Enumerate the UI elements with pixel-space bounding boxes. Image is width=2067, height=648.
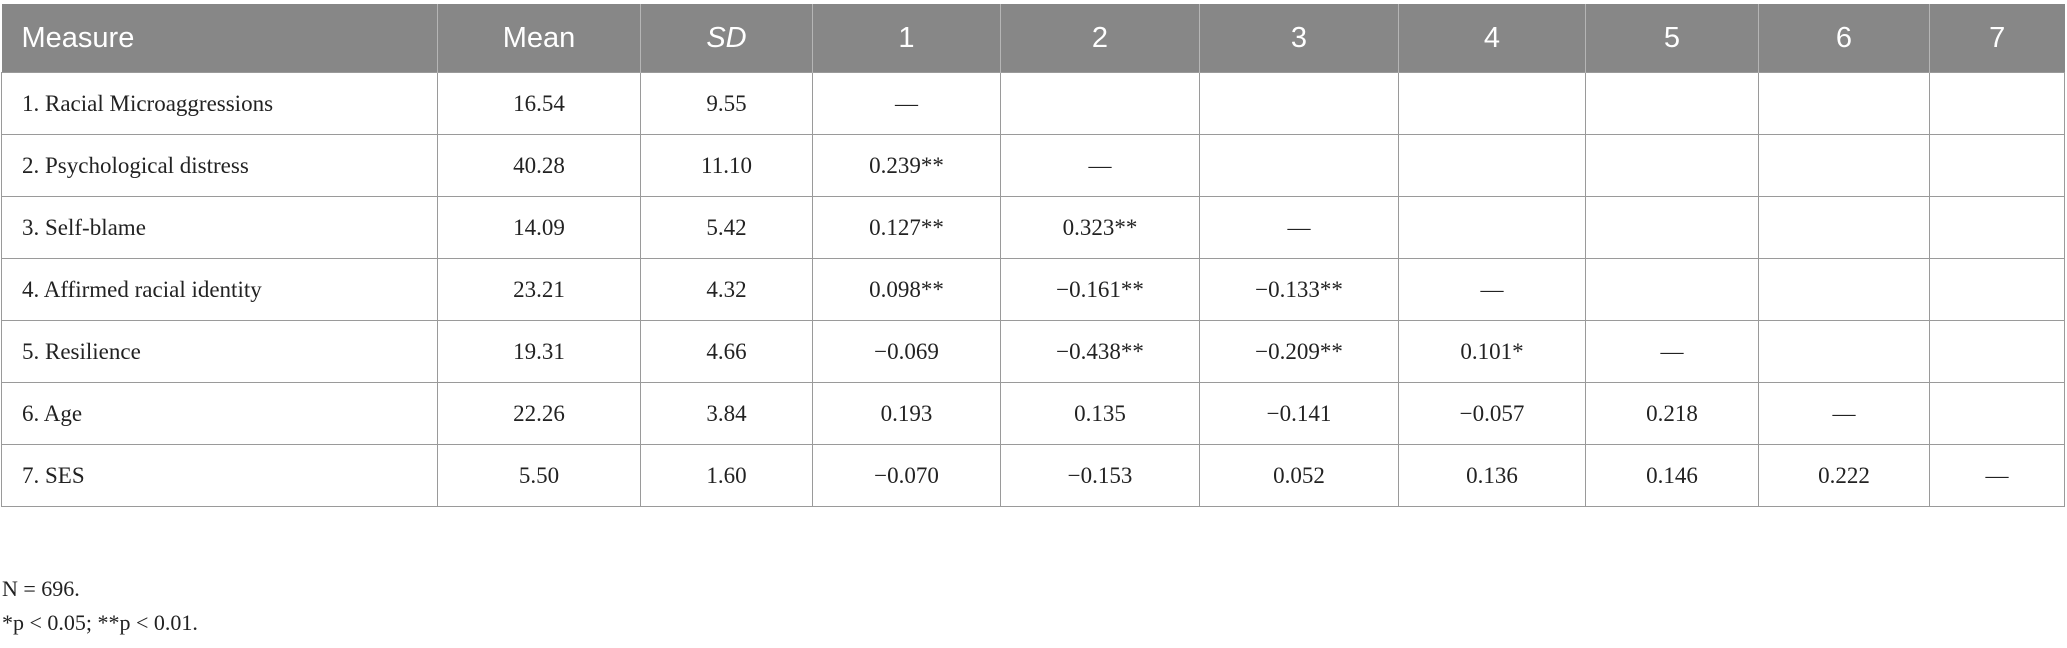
table-cell: −0.069 bbox=[812, 320, 1001, 383]
header-cell: 4 bbox=[1398, 4, 1586, 73]
correlation-table: Measure Mean SD 1 2 3 4 5 6 7 1. Racial Microaggr… bbox=[1, 4, 2065, 507]
header-cell: 7 bbox=[1929, 4, 2065, 73]
empty-cell bbox=[1585, 258, 1759, 321]
table-cell: −0.133** bbox=[1199, 258, 1399, 321]
table-cell: 6. Age bbox=[1, 382, 438, 445]
table-cell: 3.84 bbox=[640, 382, 813, 445]
table-cell: 11.10 bbox=[640, 134, 813, 197]
empty-cell bbox=[1929, 320, 2065, 383]
table-cell: 0.052 bbox=[1199, 444, 1399, 507]
table-cell: −0.141 bbox=[1199, 382, 1399, 445]
table-cell: 9.55 bbox=[640, 72, 813, 135]
table-cell: — bbox=[1585, 320, 1759, 383]
table-cell: — bbox=[1199, 196, 1399, 259]
table-cell: 0.239** bbox=[812, 134, 1001, 197]
table-row: 2. Psychological distress 40.28 11.10 0.239… bbox=[1, 134, 2065, 197]
empty-cell bbox=[1758, 320, 1930, 383]
notes: N = 696. *p < 0.05; **p < 0.01. bbox=[2, 572, 198, 640]
header-cell: Mean bbox=[437, 4, 641, 73]
empty-cell bbox=[1000, 72, 1200, 135]
table-cell: 0.136 bbox=[1398, 444, 1586, 507]
table-cell: 22.26 bbox=[437, 382, 641, 445]
table-cell: −0.070 bbox=[812, 444, 1001, 507]
table-body: 1. Racial Microaggressions 16.54 9.55—2. P… bbox=[1, 72, 2065, 507]
table-cell: 0.127** bbox=[812, 196, 1001, 259]
header-cell: 2 bbox=[1000, 4, 1200, 73]
table-cell: — bbox=[1000, 134, 1200, 197]
table-cell: — bbox=[812, 72, 1001, 135]
table-cell: −0.161** bbox=[1000, 258, 1200, 321]
empty-cell bbox=[1758, 72, 1930, 135]
table-cell: 0.222 bbox=[1758, 444, 1930, 507]
table-cell: 4.66 bbox=[640, 320, 813, 383]
table-row: 1. Racial Microaggressions 16.54 9.55— bbox=[1, 72, 2065, 135]
table-row: 6. Age 22.26 3.84 0.193 0.135 −0.141 −0.057 0.2… bbox=[1, 382, 2065, 445]
table-cell: 19.31 bbox=[437, 320, 641, 383]
empty-cell bbox=[1758, 258, 1930, 321]
table-cell: — bbox=[1398, 258, 1586, 321]
empty-cell bbox=[1758, 134, 1930, 197]
table-cell: 23.21 bbox=[437, 258, 641, 321]
empty-cell bbox=[1929, 382, 2065, 445]
empty-cell bbox=[1929, 258, 2065, 321]
table-cell: 0.098** bbox=[812, 258, 1001, 321]
empty-cell bbox=[1585, 196, 1759, 259]
note: N = 696. bbox=[2, 576, 80, 601]
empty-cell bbox=[1585, 134, 1759, 197]
empty-cell bbox=[1585, 72, 1759, 135]
table-cell: 1. Racial Microaggressions bbox=[1, 72, 438, 135]
empty-cell bbox=[1929, 72, 2065, 135]
header-cell: SD bbox=[640, 4, 813, 73]
table-cell: 0.146 bbox=[1585, 444, 1759, 507]
table-cell: 3. Self-blame bbox=[1, 196, 438, 259]
header-cell: Measure bbox=[1, 4, 438, 73]
empty-cell bbox=[1398, 196, 1586, 259]
header-cell: 6 bbox=[1758, 4, 1930, 73]
empty-cell bbox=[1199, 72, 1399, 135]
empty-cell bbox=[1398, 134, 1586, 197]
table-cell: 40.28 bbox=[437, 134, 641, 197]
table-cell: 0.193 bbox=[812, 382, 1001, 445]
empty-cell bbox=[1398, 72, 1586, 135]
table-cell: 2. Psychological distress bbox=[1, 134, 438, 197]
table-cell: 16.54 bbox=[437, 72, 641, 135]
table-cell: — bbox=[1758, 382, 1930, 445]
table-cell: 1.60 bbox=[640, 444, 813, 507]
table-cell: −0.438** bbox=[1000, 320, 1200, 383]
table-row: 7. SES 5.50 1.60 −0.070 −0.153 0.052 0.136 0.14… bbox=[1, 444, 2065, 507]
table-cell: 7. SES bbox=[1, 444, 438, 507]
table-cell: 0.135 bbox=[1000, 382, 1200, 445]
header-cell: 3 bbox=[1199, 4, 1399, 73]
empty-cell bbox=[1929, 134, 2065, 197]
header-cell: 5 bbox=[1585, 4, 1759, 73]
header-row: Measure Mean SD 1 2 3 4 5 6 7 bbox=[1, 4, 2065, 73]
table-cell: −0.153 bbox=[1000, 444, 1200, 507]
note: *p < 0.05; **p < 0.01. bbox=[2, 610, 198, 635]
table-row: 3. Self-blame 14.09 5.42 0.127** 0.323** — bbox=[1, 196, 2065, 259]
empty-cell bbox=[1199, 134, 1399, 197]
table-cell: 4.32 bbox=[640, 258, 813, 321]
table-cell: −0.209** bbox=[1199, 320, 1399, 383]
table-cell: 0.218 bbox=[1585, 382, 1759, 445]
table-cell: 5.42 bbox=[640, 196, 813, 259]
table-cell: 4. Affirmed racial identity bbox=[1, 258, 438, 321]
table-cell: 0.323** bbox=[1000, 196, 1200, 259]
table-cell: 0.101* bbox=[1398, 320, 1586, 383]
header-cell: 1 bbox=[812, 4, 1001, 73]
table-cell: — bbox=[1929, 444, 2065, 507]
table-cell: −0.057 bbox=[1398, 382, 1586, 445]
empty-cell bbox=[1758, 196, 1930, 259]
table-row: 5. Resilience 19.31 4.66 −0.069 −0.438** −0.2… bbox=[1, 320, 2065, 383]
table-cell: 5. Resilience bbox=[1, 320, 438, 383]
table-cell: 14.09 bbox=[437, 196, 641, 259]
table-row: 4. Affirmed racial identity 23.21 4.32 0.09… bbox=[1, 258, 2065, 321]
table-cell: 5.50 bbox=[437, 444, 641, 507]
empty-cell bbox=[1929, 196, 2065, 259]
